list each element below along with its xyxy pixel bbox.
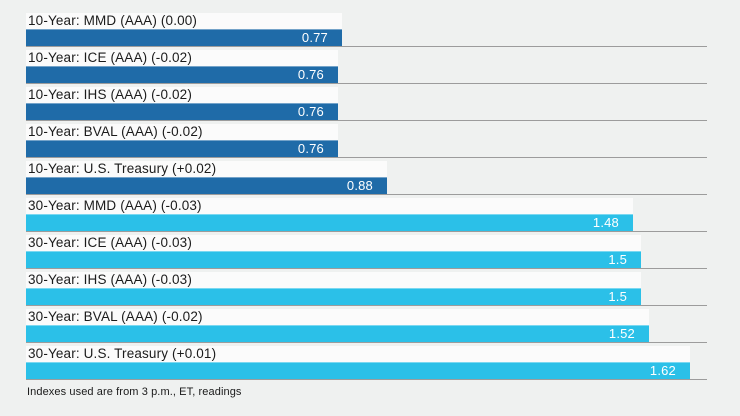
ten-year-bar: 0.76 xyxy=(26,103,338,120)
bar-value: 1.52 xyxy=(608,326,635,341)
bar-row-inner: 30-Year: U.S. Treasury (+0.01) 1.62 xyxy=(26,346,690,379)
bar-label: 30-Year: ICE (AAA) (-0.03) xyxy=(28,235,192,250)
bar-row-inner: 30-Year: BVAL (AAA) (-0.02) 1.52 xyxy=(26,309,649,342)
bar-label-strip: 30-Year: MMD (AAA) (-0.03) xyxy=(26,198,633,214)
bar-label-strip: 10-Year: U.S. Treasury (+0.02) xyxy=(26,161,387,177)
bar-row: 30-Year: ICE (AAA) (-0.03) 1.5 xyxy=(26,232,707,269)
thirty-year-bar: 1.48 xyxy=(26,214,633,231)
bar-value: 0.76 xyxy=(297,67,324,82)
bar-label: 10-Year: MMD (AAA) (0.00) xyxy=(28,13,198,28)
thirty-year-bar: 1.52 xyxy=(26,325,649,342)
thirty-year-bar: 1.5 xyxy=(26,288,641,305)
bar-row-inner: 10-Year: U.S. Treasury (+0.02) 0.88 xyxy=(26,161,387,194)
bar-value: 0.77 xyxy=(301,30,328,45)
bar-value: 0.88 xyxy=(346,178,373,193)
bar-label: 10-Year: U.S. Treasury (+0.02) xyxy=(28,161,217,176)
thirty-year-bar: 1.5 xyxy=(26,251,641,268)
bar-value: 1.62 xyxy=(649,363,676,378)
bar-value: 1.5 xyxy=(608,252,627,267)
bar-label: 30-Year: U.S. Treasury (+0.01) xyxy=(28,346,217,361)
bar-label: 30-Year: BVAL (AAA) (-0.02) xyxy=(28,309,203,324)
bar-label: 10-Year: IHS (AAA) (-0.02) xyxy=(28,87,192,102)
bar-rows-container: 10-Year: MMD (AAA) (0.00) 0.77 10-Year: IC… xyxy=(26,10,740,380)
bar-row: 10-Year: BVAL (AAA) (-0.02) 0.76 xyxy=(26,121,707,158)
bar-label-strip: 30-Year: ICE (AAA) (-0.03) xyxy=(26,235,641,251)
bar-row-inner: 30-Year: MMD (AAA) (-0.03) 1.48 xyxy=(26,198,633,231)
bar-label: 10-Year: BVAL (AAA) (-0.02) xyxy=(28,124,203,139)
bar-row: 30-Year: MMD (AAA) (-0.03) 1.48 xyxy=(26,195,707,232)
ten-year-bar: 0.77 xyxy=(26,29,342,46)
ten-year-bar: 0.88 xyxy=(26,177,387,194)
bar-row-inner: 10-Year: BVAL (AAA) (-0.02) 0.76 xyxy=(26,124,338,157)
bar-row-inner: 30-Year: ICE (AAA) (-0.03) 1.5 xyxy=(26,235,641,268)
bar-label: 10-Year: ICE (AAA) (-0.02) xyxy=(28,50,192,65)
bar-label-strip: 10-Year: IHS (AAA) (-0.02) xyxy=(26,87,338,103)
bar-row: 30-Year: U.S. Treasury (+0.01) 1.62 xyxy=(26,343,707,380)
bar-row: 30-Year: BVAL (AAA) (-0.02) 1.52 xyxy=(26,306,707,343)
bar-value: 0.76 xyxy=(297,141,324,156)
bar-label-strip: 30-Year: IHS (AAA) (-0.03) xyxy=(26,272,641,288)
bar-row-inner: 10-Year: IHS (AAA) (-0.02) 0.76 xyxy=(26,87,338,120)
chart-footnote: Indexes used are from 3 p.m., ET, readin… xyxy=(27,386,242,398)
ten-year-bar: 0.76 xyxy=(26,66,338,83)
bar-value: 1.48 xyxy=(592,215,619,230)
bar-row: 30-Year: IHS (AAA) (-0.03) 1.5 xyxy=(26,269,707,306)
bar-row: 10-Year: ICE (AAA) (-0.02) 0.76 xyxy=(26,47,707,84)
ten-year-bar: 0.76 xyxy=(26,140,338,157)
bar-label-strip: 30-Year: U.S. Treasury (+0.01) xyxy=(26,346,690,362)
bar-row: 10-Year: MMD (AAA) (0.00) 0.77 xyxy=(26,10,707,47)
bar-label-strip: 10-Year: ICE (AAA) (-0.02) xyxy=(26,50,338,66)
bar-label-strip: 10-Year: BVAL (AAA) (-0.02) xyxy=(26,124,338,140)
bar-label: 30-Year: MMD (AAA) (-0.03) xyxy=(28,198,202,213)
bar-label-strip: 30-Year: BVAL (AAA) (-0.02) xyxy=(26,309,649,325)
bar-row-inner: 10-Year: ICE (AAA) (-0.02) 0.76 xyxy=(26,50,338,83)
thirty-year-bar: 1.62 xyxy=(26,362,690,379)
bar-value: 0.76 xyxy=(297,104,324,119)
bar-label: 30-Year: IHS (AAA) (-0.03) xyxy=(28,272,192,287)
bar-label-strip: 10-Year: MMD (AAA) (0.00) xyxy=(26,13,342,29)
bar-value: 1.5 xyxy=(608,289,627,304)
bar-row: 10-Year: U.S. Treasury (+0.02) 0.88 xyxy=(26,158,707,195)
bar-row-inner: 30-Year: IHS (AAA) (-0.03) 1.5 xyxy=(26,272,641,305)
yield-bar-chart: 10-Year: MMD (AAA) (0.00) 0.77 10-Year: IC… xyxy=(26,10,740,398)
bar-row: 10-Year: IHS (AAA) (-0.02) 0.76 xyxy=(26,84,707,121)
bar-row-inner: 10-Year: MMD (AAA) (0.00) 0.77 xyxy=(26,13,342,46)
